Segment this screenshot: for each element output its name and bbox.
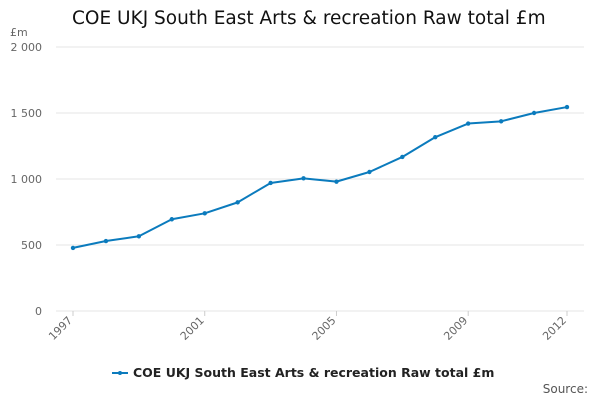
y-tick-label: 2 000	[11, 41, 43, 54]
data-point[interactable]	[564, 104, 570, 110]
y-axis-label: £m	[10, 26, 28, 39]
data-point[interactable]	[136, 234, 142, 239]
x-axis-ticks: 1997 2001 2005 2009 2012	[46, 311, 569, 343]
y-axis-ticks: 0 500 1 000 1 500 2 000	[11, 41, 43, 318]
x-tick-label: 2012	[540, 314, 569, 343]
x-tick-label: 1997	[46, 314, 75, 343]
series-line	[72, 106, 568, 249]
line-chart: £m 0 500 1 000 1 500 2 000 1997 2001 2005 2009 2…	[10, 26, 584, 343]
y-tick-label: 1 500	[11, 107, 43, 120]
y-tick-label: 0	[35, 305, 42, 318]
data-point[interactable]	[531, 110, 537, 116]
y-tick-label: 1 000	[11, 173, 43, 186]
data-point[interactable]	[367, 169, 372, 175]
x-tick-label: 2005	[310, 314, 339, 343]
data-point[interactable]	[268, 180, 273, 186]
data-point[interactable]	[301, 176, 306, 181]
data-point[interactable]	[70, 245, 76, 251]
source-label: Source:	[542, 382, 588, 396]
data-point[interactable]	[498, 119, 504, 124]
data-point[interactable]	[433, 134, 438, 140]
data-point[interactable]	[169, 217, 174, 222]
data-point[interactable]	[202, 211, 207, 216]
chart-title: COE UKJ South East Arts & recreation Raw…	[72, 8, 546, 29]
legend-label: COE UKJ South East Arts & recreation Raw…	[133, 365, 495, 380]
x-tick-label: 2001	[178, 314, 207, 343]
data-point[interactable]	[334, 179, 339, 184]
data-point[interactable]	[235, 200, 240, 205]
data-point[interactable]	[466, 121, 471, 126]
legend-line-marker-icon	[112, 368, 128, 378]
series	[70, 104, 570, 251]
x-tick-label: 2009	[441, 314, 470, 343]
data-point[interactable]	[103, 238, 109, 244]
data-point[interactable]	[400, 154, 405, 160]
legend[interactable]: COE UKJ South East Arts & recreation Raw…	[112, 365, 494, 380]
y-tick-label: 500	[21, 239, 42, 252]
